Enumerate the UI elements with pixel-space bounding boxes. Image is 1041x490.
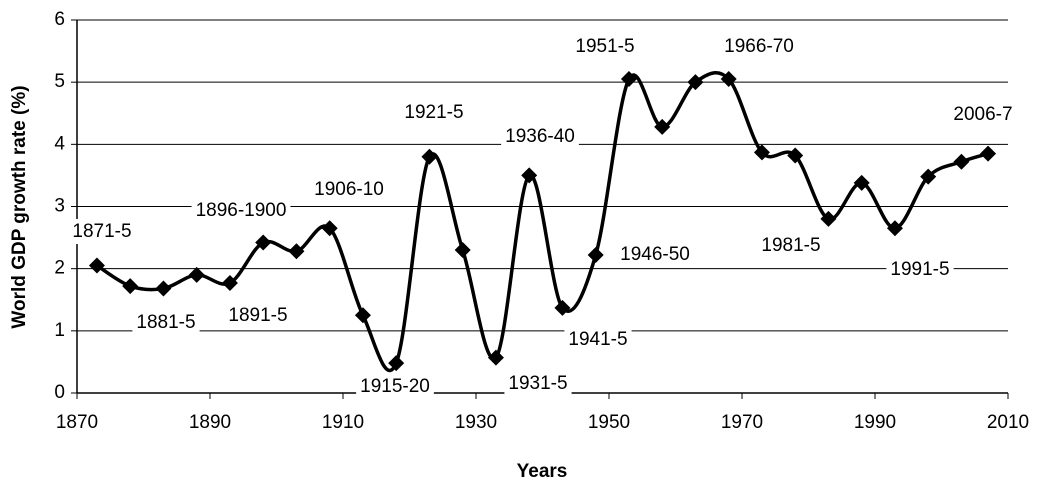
y-tick-label: 3 — [54, 196, 65, 217]
y-tick-label: 6 — [54, 9, 65, 30]
annotation: 1881-5 — [136, 312, 195, 333]
marker — [288, 243, 305, 260]
annotation-bg — [720, 34, 798, 60]
marker — [155, 280, 172, 297]
marker — [521, 167, 538, 184]
marker — [221, 274, 238, 291]
marker — [587, 246, 604, 263]
y-axis-title: World GDP growth rate (%) — [9, 85, 30, 328]
annotation-bg — [757, 233, 825, 259]
annotation: 1896-1900 — [196, 200, 287, 221]
annotation: 1991-5 — [890, 259, 949, 280]
annotation-bg — [571, 34, 639, 60]
marker — [255, 234, 272, 251]
marker — [753, 144, 770, 161]
x-tick-label: 1910 — [322, 412, 364, 433]
annotation: 1951-5 — [575, 36, 634, 57]
marker — [454, 242, 471, 259]
annotation: 1981-5 — [761, 235, 820, 256]
annotation-bg — [68, 219, 136, 245]
x-tick-label: 1890 — [189, 412, 231, 433]
marker — [321, 220, 338, 237]
marker — [886, 220, 903, 237]
marker — [88, 257, 105, 274]
annotation-bg — [616, 242, 694, 268]
annotation: 1906-10 — [314, 179, 384, 200]
annotation-bg — [310, 177, 388, 203]
y-tick-label: 5 — [54, 71, 65, 92]
annotation: 1936-40 — [505, 126, 575, 147]
x-tick-label: 1990 — [854, 412, 896, 433]
annotation: 1921-5 — [404, 102, 463, 123]
y-tick-label: 1 — [54, 320, 65, 341]
marker — [820, 210, 837, 227]
marker — [554, 299, 571, 316]
annotation-bg — [224, 303, 292, 329]
marker — [953, 153, 970, 170]
annotation-bg — [191, 198, 291, 224]
annotation-bg — [356, 374, 434, 400]
annotation: 1891-5 — [228, 305, 287, 326]
marker — [980, 145, 997, 162]
annotation: 1966-70 — [724, 36, 794, 57]
marker — [421, 148, 438, 165]
marker — [654, 118, 671, 135]
annotation: 2006-7 — [953, 104, 1012, 125]
annotation: 1915-20 — [360, 376, 430, 397]
annotation: 1946-50 — [620, 244, 690, 265]
y-tick-label: 0 — [54, 382, 65, 403]
y-tick-label: 4 — [54, 133, 65, 154]
marker — [853, 174, 870, 191]
marker — [122, 278, 139, 295]
annotation-bg — [949, 102, 1017, 128]
marker — [920, 168, 937, 185]
annotation: 1941-5 — [568, 329, 627, 350]
marker — [620, 71, 637, 88]
annotation-bg — [501, 124, 579, 150]
x-tick-label: 1950 — [588, 412, 630, 433]
marker — [487, 349, 504, 366]
annotation-bg — [886, 257, 954, 283]
annotation-bg — [400, 100, 468, 126]
marker — [388, 355, 405, 372]
annotation-bg — [564, 327, 632, 353]
x-tick-label: 1930 — [455, 412, 497, 433]
x-axis-title: Years — [517, 461, 568, 482]
annotation: 1931-5 — [508, 373, 567, 394]
marker — [687, 74, 704, 91]
marker — [720, 71, 737, 88]
x-tick-label: 1970 — [721, 412, 763, 433]
x-tick-label: 1870 — [56, 412, 98, 433]
y-tick-label: 2 — [54, 258, 65, 279]
x-tick-label: 2010 — [987, 412, 1029, 433]
annotation-bg — [132, 310, 200, 336]
annotation: 1871-5 — [72, 221, 131, 242]
marker — [354, 307, 371, 324]
marker — [188, 266, 205, 283]
annotation-bg — [504, 371, 572, 397]
marker — [787, 147, 804, 164]
